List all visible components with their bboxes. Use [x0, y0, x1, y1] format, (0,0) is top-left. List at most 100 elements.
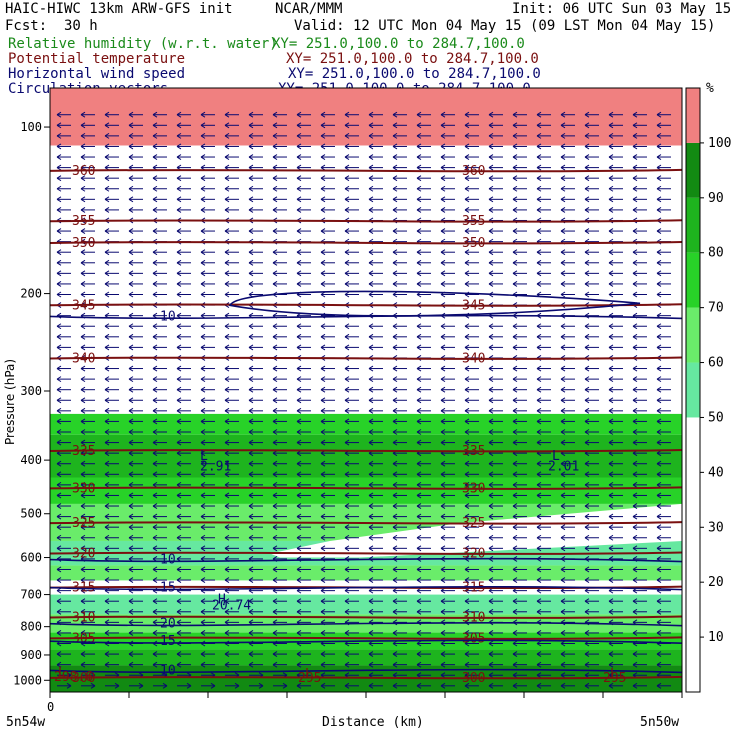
wind-vector [152, 397, 167, 404]
wind-vector [224, 185, 239, 192]
wind-vector [416, 323, 431, 330]
wind-vector [296, 185, 311, 192]
wind-vector [224, 429, 239, 435]
wind-vector [632, 513, 647, 520]
wind-vector [272, 143, 287, 150]
wind-vector [488, 185, 503, 192]
wind-vector [320, 111, 335, 118]
wind-vector [344, 513, 359, 520]
wind-vector [584, 122, 599, 129]
wind-vector [248, 154, 263, 160]
wind-vector [608, 281, 623, 287]
wind-vector [296, 429, 311, 435]
wind-vector [80, 228, 95, 234]
wind-vector [416, 460, 431, 467]
wind-vector [656, 492, 671, 499]
wind-vector [296, 111, 311, 118]
wind-vector [632, 333, 647, 340]
wind-vector [128, 513, 143, 520]
wind-vector [560, 386, 575, 393]
wind-vector [56, 630, 71, 636]
wind-vector [272, 503, 287, 509]
wind-vector [440, 386, 455, 393]
wind-vector [344, 154, 359, 160]
wind-vector [128, 132, 143, 139]
wind-vector [392, 418, 407, 425]
wind-vector [104, 376, 119, 383]
wind-vector [176, 281, 191, 287]
wind-vector [248, 651, 263, 658]
wind-vector [512, 630, 527, 636]
wind-vector [344, 460, 359, 467]
wind-vector [584, 344, 599, 351]
wind-vector [440, 608, 455, 615]
fcst-value: 30 h [64, 18, 98, 34]
wind-vector [152, 111, 167, 118]
wind-vector [128, 545, 143, 552]
wind-vector [224, 661, 239, 668]
wind-vector [152, 513, 167, 520]
wind-vector [512, 429, 527, 435]
wind-vector [392, 545, 407, 552]
wind-vector [272, 545, 287, 552]
wind-vector [464, 175, 479, 182]
wind-vector [344, 587, 359, 594]
wind-vector [656, 228, 671, 234]
wind-vector [632, 228, 647, 234]
wind-vector [440, 682, 455, 689]
wind-vector [56, 376, 71, 383]
wind-vector [368, 460, 383, 467]
wind-vector [464, 439, 479, 446]
wind-vector [392, 143, 407, 150]
wind-vector [440, 196, 455, 203]
wind-vector [392, 228, 407, 234]
wind-vector [656, 429, 671, 435]
wind-vector [440, 429, 455, 435]
wind-vector [104, 439, 119, 446]
wind-vector [392, 164, 407, 171]
wind-vector [80, 481, 95, 488]
wind-vector [248, 249, 263, 256]
x-axis: 0 5n54w Distance (km) 5n50w [6, 692, 683, 730]
colorbar-swatch [686, 142, 700, 198]
wind-vector [656, 270, 671, 277]
wind-vector [440, 503, 455, 509]
wind-vector [608, 228, 623, 234]
colorbar-unit: % [706, 81, 714, 96]
wind-vector [152, 429, 167, 435]
wind-vector [200, 344, 215, 351]
wind-vector [608, 386, 623, 393]
wind-vector [632, 397, 647, 404]
wind-vector [80, 333, 95, 340]
wind-vector [416, 259, 431, 266]
colorbar-tick-label: 100 [708, 136, 731, 151]
wind-vector [536, 481, 551, 488]
wind-vector [224, 503, 239, 509]
wind-vector [608, 682, 623, 689]
wind-vector [248, 608, 263, 615]
wind-vector [416, 682, 431, 689]
wind-vector [272, 376, 287, 383]
wind-vector [656, 577, 671, 583]
wind-vector [296, 132, 311, 139]
wind-vector [584, 164, 599, 171]
wind-vector [584, 439, 599, 446]
wind-vector [80, 598, 95, 605]
wind-contour-10 [49, 557, 683, 563]
wind-vector [536, 418, 551, 425]
wind-vector [344, 534, 359, 541]
wind-vector [416, 365, 431, 372]
wind-vector [392, 281, 407, 287]
wind-vector [608, 111, 623, 118]
wind-vector [368, 513, 383, 520]
wind-vector [464, 365, 479, 372]
wind-vector [560, 154, 575, 160]
wind-vector [152, 175, 167, 182]
wind-vector [248, 418, 263, 425]
wind-vector [440, 534, 455, 541]
wind-vector [224, 365, 239, 372]
wind-vector [128, 407, 143, 414]
wind-vector [416, 661, 431, 668]
wind-vector [632, 344, 647, 351]
wind-vector [128, 122, 143, 129]
